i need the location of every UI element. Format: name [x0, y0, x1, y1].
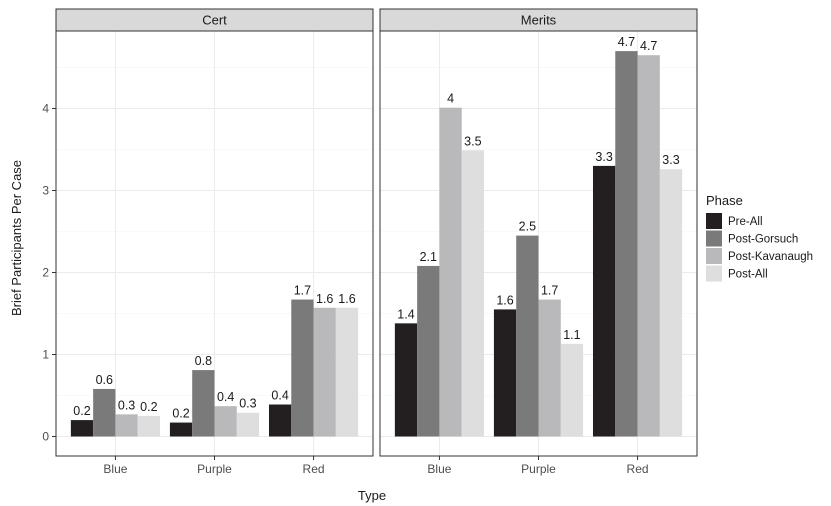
bar-cert-purple-2: [214, 406, 237, 437]
legend-label: Post-All: [728, 269, 768, 281]
bar-value-label: 0.4: [271, 389, 288, 403]
bar-value-label: 0.8: [195, 354, 212, 368]
bar-cert-red-0: [268, 404, 292, 437]
bar-merits-red-3: [659, 169, 683, 437]
legend-label: Post-Gorsuch: [728, 234, 798, 246]
bar-cert-blue-3: [137, 416, 161, 437]
bar-value-label: 2.5: [519, 220, 536, 234]
bar-merits-purple-3: [560, 343, 584, 437]
bar-merits-blue-2: [439, 107, 462, 437]
x-tick-label: Red: [627, 462, 649, 476]
panel-cert: Cert 0.2 0.6 0.3 0.2 0.2 0.8 0.4 0.3 0.4 1.7 1.6 1.6: [55, 8, 374, 457]
bar-value-label: 0.2: [73, 404, 90, 418]
panel-merits: Merits 1.4 2.1 4 3.5 1.6 2.5 1.7 1.1 3.3 4.7 4.7 3.3: [379, 8, 698, 457]
legend-swatch: [706, 213, 722, 229]
bar-value-label: 3.3: [662, 153, 679, 167]
bar-merits-red-2: [637, 55, 660, 437]
x-tick-label: Blue: [103, 462, 127, 476]
x-tick-label: Blue: [427, 462, 451, 476]
bar-cert-red-1: [291, 299, 314, 437]
bar-value-label: 1.6: [496, 293, 513, 307]
legend-label: Post-Kavanaugh: [728, 251, 813, 263]
legend-swatch: [706, 230, 722, 247]
legend-swatch: [706, 248, 722, 264]
facet-strip-label: Cert: [202, 13, 227, 28]
bar-cert-blue-1: [93, 388, 116, 437]
x-tick-label: Purple: [521, 462, 556, 476]
y-tick-label: 3: [42, 184, 49, 198]
y-tick-label: 4: [42, 102, 49, 116]
bar-cert-purple-0: [169, 422, 193, 437]
bar-value-label: 1.7: [541, 284, 558, 298]
bar-value-label: 1.1: [563, 328, 580, 342]
bar-cert-purple-1: [192, 370, 215, 437]
bar-merits-blue-0: [394, 323, 418, 437]
bar-value-label: 4.7: [640, 39, 657, 53]
bar-merits-purple-1: [516, 235, 539, 437]
bar-value-label: 0.3: [239, 397, 256, 411]
y-tick-label: 0: [42, 430, 49, 444]
bar-value-label: 0.4: [217, 390, 234, 404]
bar-value-label: 0.3: [118, 398, 135, 412]
bar-value-label: 3.5: [464, 134, 481, 148]
bar-value-label: 1.4: [397, 307, 414, 321]
y-tick-label: 1: [42, 348, 49, 362]
x-tick-label: Red: [303, 462, 325, 476]
legend: Phase Pre-All Post-Gorsuch Post-Kavanaugh Po…: [706, 193, 813, 282]
bar-cert-blue-0: [70, 420, 94, 437]
bar-merits-blue-1: [417, 265, 440, 437]
bar-cert-blue-2: [115, 414, 138, 437]
legend-label: Pre-All: [728, 216, 763, 228]
bar-merits-purple-0: [493, 309, 517, 437]
bar-value-label: 0.6: [96, 373, 113, 387]
y-axis-title: Brief Participants Per Case: [9, 160, 24, 316]
bar-cert-purple-3: [236, 412, 260, 437]
bar-merits-purple-2: [538, 299, 561, 437]
bar-value-label: 4: [447, 92, 454, 106]
bar-value-label: 0.2: [140, 400, 157, 414]
legend-title: Phase: [706, 193, 743, 208]
bar-merits-red-1: [615, 51, 638, 437]
bar-value-label: 4.7: [618, 35, 635, 49]
bar-value-label: 1.7: [294, 284, 311, 298]
x-tick-label: Purple: [197, 462, 232, 476]
x-axis-title: Type: [358, 488, 386, 503]
bar-value-label: 1.6: [316, 292, 333, 306]
bar-value-label: 0.2: [172, 407, 189, 421]
legend-swatch: [706, 265, 722, 282]
facet-strip-label: Merits: [521, 13, 557, 28]
bar-merits-red-0: [592, 165, 616, 437]
bar-cert-red-3: [335, 307, 359, 437]
bar-merits-blue-3: [461, 150, 485, 437]
bar-cert-red-2: [313, 307, 336, 437]
y-tick-label: 2: [42, 266, 49, 280]
bar-value-label: 3.3: [595, 150, 612, 164]
bar-value-label: 2.1: [420, 250, 437, 264]
bar-value-label: 1.6: [338, 292, 355, 306]
